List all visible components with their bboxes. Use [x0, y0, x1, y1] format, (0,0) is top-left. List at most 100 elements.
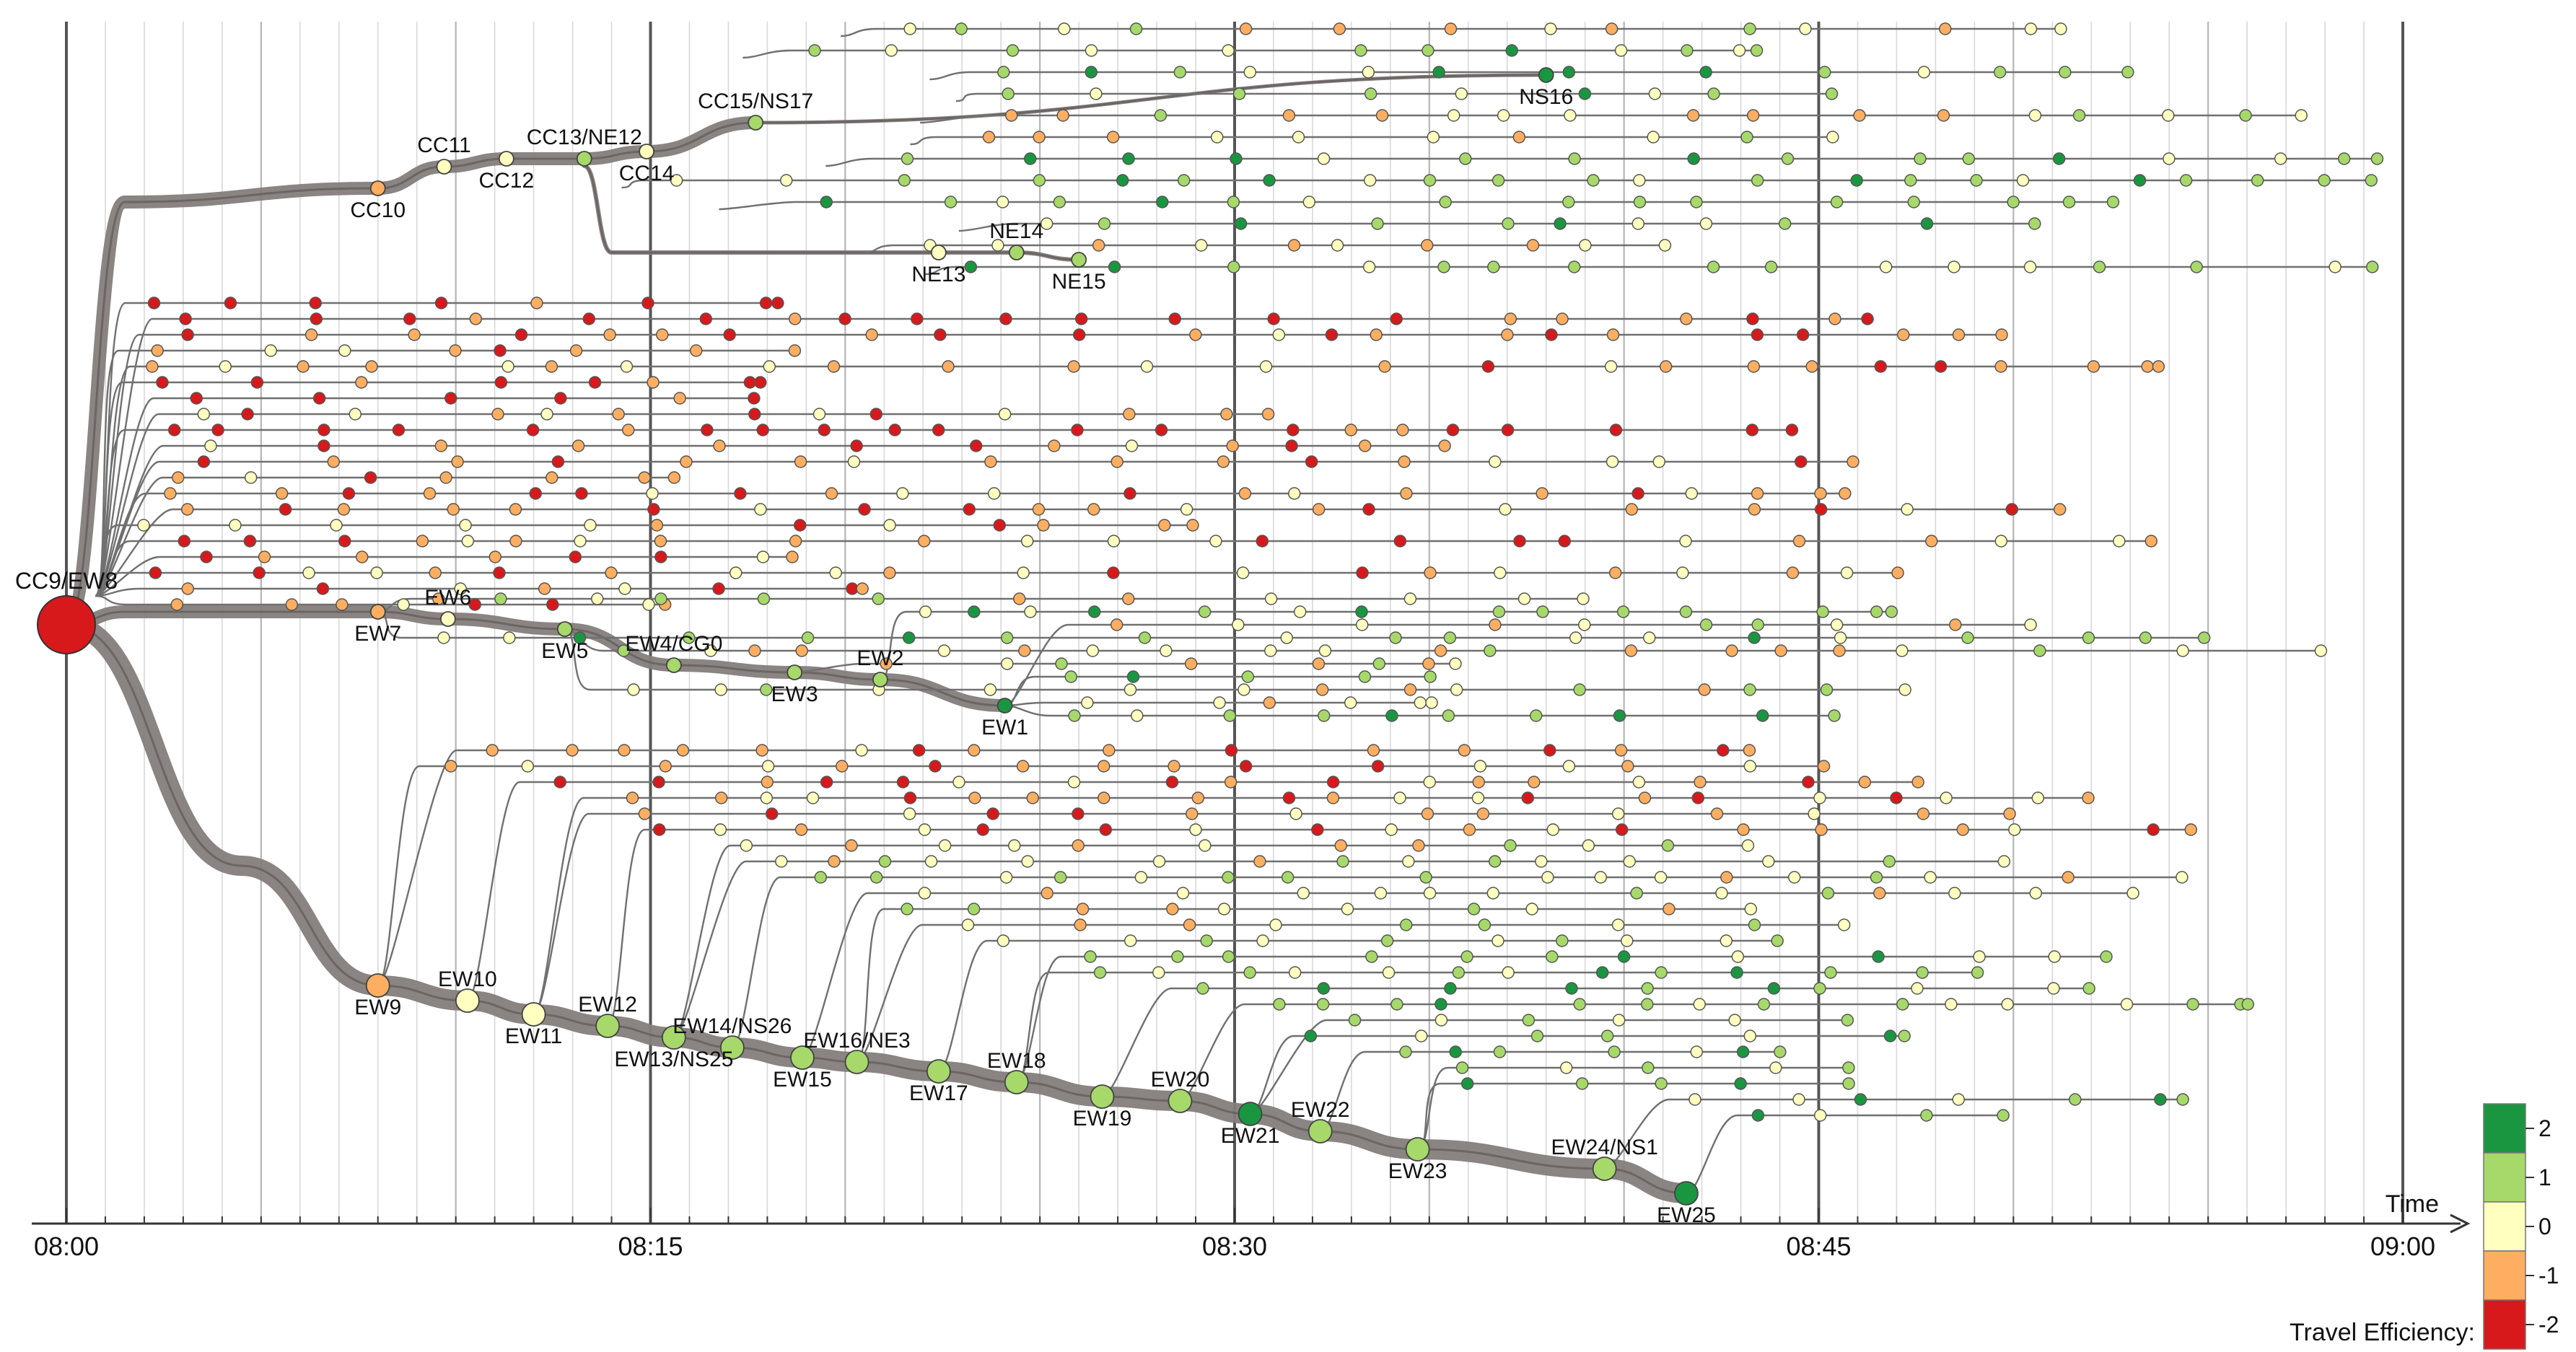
trip-stop-marker [1489, 618, 1502, 631]
trip-stop-marker [1362, 260, 1376, 273]
trip-stop-marker [1001, 657, 1014, 670]
trip-end-marker [1885, 605, 1898, 618]
trip-branch [95, 594, 665, 606]
trip-stop-marker [638, 471, 651, 484]
trip-stop-marker [2162, 109, 2175, 122]
trip-stop-marker [156, 376, 169, 389]
trip-stop-marker [2047, 982, 2060, 995]
trip-end-marker [2370, 152, 2384, 165]
trip-stop-marker [1422, 657, 1435, 670]
trip-stop-marker [712, 582, 725, 595]
trip-stop-marker [1110, 618, 1123, 631]
trip-stop-marker [1033, 174, 1046, 187]
trip-stop-marker [1356, 566, 1369, 579]
trip-stop-marker [1196, 982, 1209, 995]
trip-stop-marker [642, 598, 655, 611]
trip-stop-marker [1234, 217, 1248, 230]
trip-stop-marker [1292, 131, 1305, 144]
trip-stop-marker [338, 344, 351, 357]
station-label: CC12 [478, 169, 534, 193]
station-label: EW7 [354, 622, 401, 646]
trip-stop-marker [1543, 744, 1556, 757]
trip-stop-marker [1558, 535, 1572, 548]
trip-stop-marker [2016, 174, 2030, 187]
trip-stop-marker [617, 644, 631, 657]
trip-end-marker [2176, 1093, 2189, 1106]
trip-stop-marker [1355, 605, 1368, 618]
trip-stop-marker [1478, 918, 1491, 931]
trip-stop-marker [489, 550, 502, 563]
trip-end-marker [1449, 657, 1462, 670]
trip-branch [95, 540, 2152, 597]
trip-stop-marker [757, 592, 771, 605]
trip-stop-marker [1253, 855, 1266, 868]
trip-stop-marker [1556, 934, 1569, 947]
trip-stop-marker [1748, 918, 1761, 931]
trip-stop-marker [763, 360, 776, 373]
trip-stop-marker [2029, 887, 2043, 900]
trip-stop-marker [1730, 966, 1743, 979]
trip-stop-marker [793, 519, 807, 532]
legend-value: 1 [2538, 1164, 2551, 1190]
trip-stop-marker [1937, 109, 1950, 122]
trip-stop-marker [1318, 644, 1332, 657]
trip-stop-marker [1390, 312, 1403, 325]
trip-stop-marker [723, 328, 736, 341]
trip-stop-marker [1460, 950, 1473, 963]
trip-stop-marker [2069, 1093, 2082, 1106]
trip-stop-marker [582, 312, 596, 325]
trip-stop-marker [2163, 152, 2176, 165]
trip-stop-marker [2186, 998, 2199, 1011]
trip-stop-marker [1385, 823, 1398, 836]
trip-stop-marker [1263, 696, 1276, 709]
trip-end-marker [2082, 982, 2095, 995]
trip-stop-marker [938, 839, 952, 852]
trip-stop-marker [429, 566, 442, 579]
trip-stop-marker [1004, 109, 1018, 122]
station-marker [996, 698, 1013, 714]
trip-stop-marker [1655, 966, 1668, 979]
trip-stop-marker [172, 471, 185, 484]
trip-branch [95, 460, 1854, 597]
trip-stop-marker [1564, 109, 1577, 122]
station-label: EW24/NS1 [1551, 1136, 1657, 1159]
trip-stop-marker [1631, 487, 1644, 500]
trip-stop-marker [1317, 152, 1331, 165]
trip-stop-marker [591, 592, 604, 605]
trip-stop-marker [2133, 174, 2147, 187]
trip-stop-marker [494, 344, 507, 357]
trip-stop-marker [820, 196, 833, 208]
trip-stop-marker [1138, 631, 1152, 644]
trip-stop-marker [521, 760, 535, 773]
trip-stop-marker [1762, 855, 1775, 868]
trip-stop-marker [1076, 903, 1090, 916]
trip-stop-marker [1853, 109, 1866, 122]
trip-stop-marker [880, 657, 893, 670]
trip-stop-marker [1108, 260, 1121, 273]
trip-stop-marker [997, 66, 1010, 79]
trip-stop-marker [342, 487, 356, 500]
trip-stop-marker [1715, 887, 1728, 900]
trip-stop-marker [1020, 535, 1034, 548]
trip-stop-marker [987, 487, 1001, 500]
trip-branch [1686, 1114, 2004, 1195]
trip-stop-marker [1230, 152, 1243, 165]
trip-stop-marker [253, 566, 266, 579]
trip-stop-marker [1067, 360, 1080, 373]
trip-stop-marker [1189, 823, 1202, 836]
station-label: CC13/NE12 [527, 126, 642, 149]
trip-stop-marker [449, 344, 462, 357]
trip-stop-marker [279, 503, 292, 516]
trip-stop-marker [765, 807, 779, 820]
trip-stop-marker [1225, 744, 1238, 757]
trip-stop-marker [204, 439, 217, 452]
trip-stop-marker [1223, 709, 1237, 722]
trip-stop-marker [2087, 360, 2100, 373]
trip-end-marker [2024, 618, 2037, 631]
trip-stop-marker [1385, 709, 1398, 722]
trip-stop-marker [1604, 360, 1618, 373]
trip-stop-marker [2141, 360, 2154, 373]
trip-stop-marker [2048, 950, 2061, 963]
trip-stop-marker [2001, 998, 2014, 1011]
trip-stop-marker [1326, 776, 1340, 789]
